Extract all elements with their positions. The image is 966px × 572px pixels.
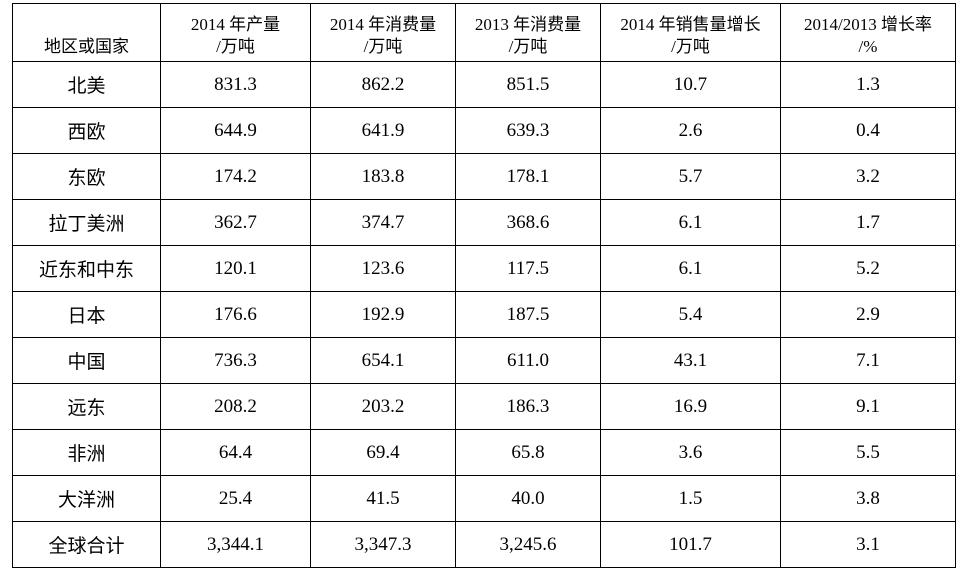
- region-cell: 拉丁美洲: [12, 199, 161, 246]
- table-row: 近东和中东 120.1 123.6 117.5 6.1 5.2: [12, 245, 956, 292]
- value-cell: 0.4: [780, 107, 956, 154]
- value-cell: 611.0: [455, 337, 601, 384]
- value-cell: 3.6: [600, 429, 781, 476]
- value-cell: 64.4: [160, 429, 311, 476]
- value-cell: 5.4: [600, 291, 781, 338]
- value-cell: 40.0: [455, 475, 601, 522]
- value-cell: 178.1: [455, 153, 601, 200]
- value-cell: 16.9: [600, 383, 781, 430]
- value-cell: 43.1: [600, 337, 781, 384]
- data-table: 地区或国家 2014 年产量/万吨 2014 年消费量/万吨 2013 年消费量/万吨…: [12, 3, 956, 568]
- value-cell: 65.8: [455, 429, 601, 476]
- value-cell: 208.2: [160, 383, 311, 430]
- value-cell: 831.3: [160, 61, 311, 108]
- header-text: 2014 年产量: [190, 15, 281, 34]
- header-text: /万吨: [363, 37, 403, 56]
- region-cell: 日本: [12, 291, 161, 338]
- value-cell: 9.1: [780, 383, 956, 430]
- table-row: 北美 831.3 862.2 851.5 10.7 1.3: [12, 61, 956, 108]
- value-cell: 41.5: [310, 475, 456, 522]
- value-cell: 3,344.1: [160, 521, 311, 568]
- value-cell: 5.5: [780, 429, 956, 476]
- value-cell: 203.2: [310, 383, 456, 430]
- header-text: 2014 年销售量增长: [620, 15, 761, 34]
- value-cell: 2.9: [780, 291, 956, 338]
- region-cell: 远东: [12, 383, 161, 430]
- value-cell: 851.5: [455, 61, 601, 108]
- header-cell: 2014 年消费量/万吨: [310, 3, 456, 62]
- table-row: 拉丁美洲 362.7 374.7 368.6 6.1 1.7: [12, 199, 956, 246]
- value-cell: 362.7: [160, 199, 311, 246]
- header-cell: 2014/2013 增长率 /%: [780, 3, 956, 62]
- table-row: 东欧 174.2 183.8 178.1 5.7 3.2: [12, 153, 956, 200]
- value-cell: 187.5: [455, 291, 601, 338]
- value-cell: 368.6: [455, 199, 601, 246]
- value-cell: 10.7: [600, 61, 781, 108]
- header-text: /万吨: [508, 37, 548, 56]
- header-row: 地区或国家 2014 年产量/万吨 2014 年消费量/万吨 2013 年消费量/万吨…: [12, 3, 956, 62]
- header-text: /%: [858, 37, 878, 56]
- value-cell: 186.3: [455, 383, 601, 430]
- header-text: 2014 年消费量: [329, 15, 437, 34]
- value-cell: 183.8: [310, 153, 456, 200]
- region-cell: 全球合计: [12, 521, 161, 568]
- region-cell: 近东和中东: [12, 245, 161, 292]
- value-cell: 3.1: [780, 521, 956, 568]
- value-cell: 6.1: [600, 245, 781, 292]
- table-row: 日本 176.6 192.9 187.5 5.4 2.9: [12, 291, 956, 338]
- value-cell: 192.9: [310, 291, 456, 338]
- value-cell: 3.8: [780, 475, 956, 522]
- header-cell: 2013 年消费量/万吨: [455, 3, 601, 62]
- region-cell: 北美: [12, 61, 161, 108]
- table-row: 大洋洲 25.4 41.5 40.0 1.5 3.8: [12, 475, 956, 522]
- value-cell: 120.1: [160, 245, 311, 292]
- value-cell: 5.7: [600, 153, 781, 200]
- header-cell: 2014 年销售量增长/万吨: [600, 3, 781, 62]
- value-cell: 69.4: [310, 429, 456, 476]
- value-cell: 117.5: [455, 245, 601, 292]
- value-cell: 174.2: [160, 153, 311, 200]
- table-row: 远东 208.2 203.2 186.3 16.9 9.1: [12, 383, 956, 430]
- value-cell: 862.2: [310, 61, 456, 108]
- value-cell: 5.2: [780, 245, 956, 292]
- region-cell: 大洋洲: [12, 475, 161, 522]
- value-cell: 176.6: [160, 291, 311, 338]
- value-cell: 1.3: [780, 61, 956, 108]
- table-row: 西欧 644.9 641.9 639.3 2.6 0.4: [12, 107, 956, 154]
- value-cell: 1.5: [600, 475, 781, 522]
- value-cell: 736.3: [160, 337, 311, 384]
- value-cell: 25.4: [160, 475, 311, 522]
- table-header: 地区或国家 2014 年产量/万吨 2014 年消费量/万吨 2013 年消费量/万吨…: [12, 3, 956, 62]
- value-cell: 3.2: [780, 153, 956, 200]
- header-text: /万吨: [216, 37, 255, 56]
- value-cell: 2.6: [600, 107, 781, 154]
- header-text: 2013 年消费量: [474, 15, 582, 34]
- header-cell: 2014 年产量/万吨: [160, 3, 311, 62]
- value-cell: 101.7: [600, 521, 781, 568]
- region-cell: 西欧: [12, 107, 161, 154]
- value-cell: 639.3: [455, 107, 601, 154]
- value-cell: 7.1: [780, 337, 956, 384]
- header-text: 2014/2013 增长率: [804, 15, 932, 34]
- table-row: 非洲 64.4 69.4 65.8 3.6 5.5: [12, 429, 956, 476]
- value-cell: 3,347.3: [310, 521, 456, 568]
- value-cell: 123.6: [310, 245, 456, 292]
- region-cell: 非洲: [12, 429, 161, 476]
- value-cell: 374.7: [310, 199, 456, 246]
- table-row: 全球合计 3,344.1 3,347.3 3,245.6 101.7 3.1: [12, 521, 956, 568]
- region-cell: 中国: [12, 337, 161, 384]
- value-cell: 3,245.6: [455, 521, 601, 568]
- header-cell: 地区或国家: [12, 3, 161, 62]
- region-cell: 东欧: [12, 153, 161, 200]
- header-text: 地区或国家: [44, 37, 129, 56]
- value-cell: 644.9: [160, 107, 311, 154]
- table-body: 北美 831.3 862.2 851.5 10.7 1.3 西欧 644.9 641.9 639.…: [12, 61, 956, 568]
- value-cell: 654.1: [310, 337, 456, 384]
- value-cell: 641.9: [310, 107, 456, 154]
- table-row: 中国 736.3 654.1 611.0 43.1 7.1: [12, 337, 956, 384]
- value-cell: 1.7: [780, 199, 956, 246]
- value-cell: 6.1: [600, 199, 781, 246]
- header-text: /万吨: [671, 37, 710, 56]
